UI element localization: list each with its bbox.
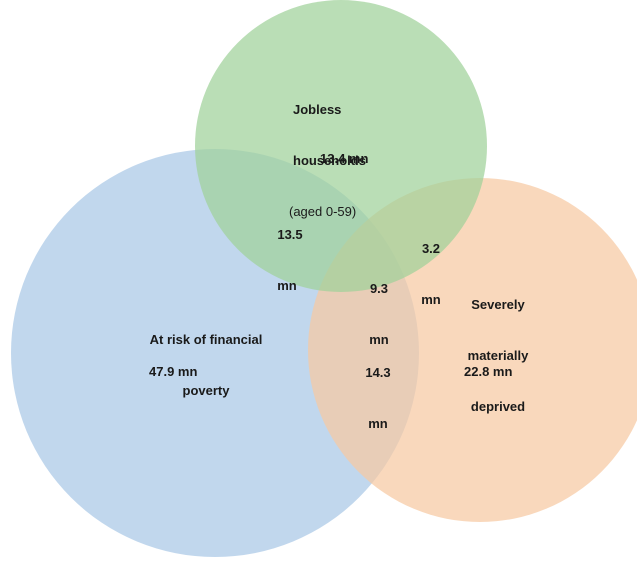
circle-jobless-households <box>195 0 487 292</box>
deprived-label-line3: deprived <box>470 399 526 414</box>
financial-label-line1: At risk of financial <box>149 332 263 347</box>
financial-label-line2: poverty <box>182 383 230 398</box>
jobless-only-value: 13.4 mn <box>320 151 369 166</box>
jobless-financial-unit: mn <box>277 278 297 293</box>
jobless-label-line1: Jobless <box>293 102 342 117</box>
all-three-unit: mn <box>369 332 389 347</box>
deprived-label: Severely materially deprived <box>455 262 541 432</box>
jobless-label: Jobless households (aged 0-59) <box>289 67 366 237</box>
jobless-deprived-unit: mn <box>421 292 441 307</box>
deprived-only-value: 22.8 mn <box>464 364 513 379</box>
financial-deprived-value: 14.3 mn <box>360 330 396 449</box>
jobless-deprived-number: 3.2 <box>421 241 441 256</box>
all-three-number: 9.3 <box>369 281 389 296</box>
jobless-financial-value: 13.5 mn <box>268 192 312 311</box>
financial-deprived-number: 14.3 <box>365 365 391 380</box>
jobless-deprived-value: 3.2 mn <box>414 206 448 325</box>
financial-label: At risk of financial poverty <box>128 297 284 416</box>
deprived-label-line2: materially <box>467 348 529 363</box>
jobless-label-line2: households <box>293 153 366 168</box>
deprived-label-line1: Severely <box>471 297 525 312</box>
all-three-value: 9.3 mn <box>362 246 396 365</box>
financial-deprived-unit: mn <box>368 416 388 431</box>
jobless-label-sub: (aged 0-59) <box>289 204 357 219</box>
financial-only-value: 47.9 mn <box>149 364 198 379</box>
jobless-financial-number: 13.5 <box>277 227 303 242</box>
